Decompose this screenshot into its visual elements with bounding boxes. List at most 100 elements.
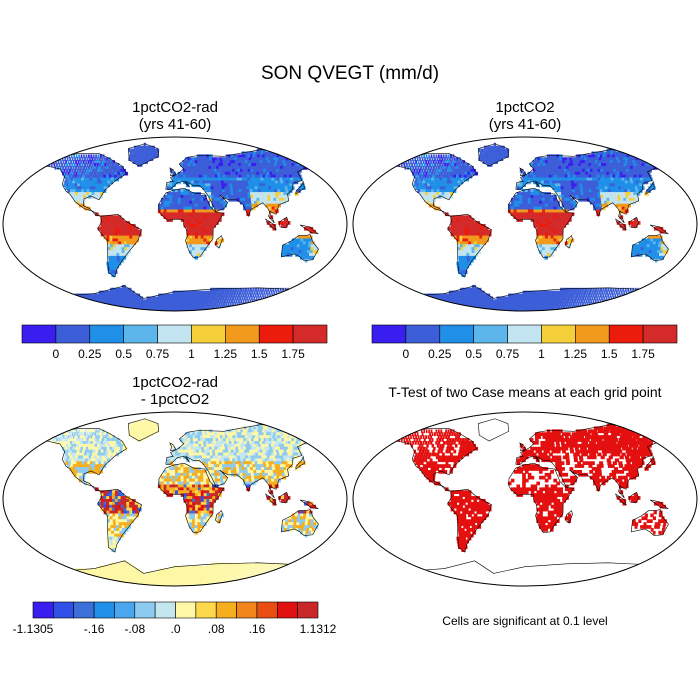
colorbar-2-swatch <box>473 324 508 344</box>
coastline-africa <box>508 187 575 259</box>
colorbar-3-swatch <box>134 601 156 619</box>
panel-4-group <box>352 411 698 587</box>
coastline-namerica <box>34 428 127 492</box>
colorbar-3-tick-label: .08 <box>208 622 225 636</box>
panel-3-group <box>2 411 348 587</box>
colorbar-1-tick-label: 1.5 <box>251 347 268 361</box>
coastline-borneo <box>628 216 640 229</box>
colorbar-2-tick-label: 0.5 <box>465 347 482 361</box>
panel-2-coastlines <box>379 143 689 311</box>
panel-1-title: 1pctCO2-rad (yrs 41-60) <box>75 99 275 133</box>
coastline-antarctica <box>29 285 321 311</box>
coastline-samerica <box>447 489 492 553</box>
coastline-eurasia <box>515 424 677 499</box>
colorbar-1-swatch <box>55 324 91 344</box>
colorbar-1-swatch <box>123 324 158 344</box>
panel-1-map-border <box>2 136 348 312</box>
coastline-antarctica <box>379 285 671 311</box>
panel-3-title: 1pctCO2-rad - 1pctCO2 <box>75 374 275 408</box>
colorbar-1-swatch <box>258 324 294 344</box>
panel-2-group <box>352 136 698 312</box>
coastline-sumatra <box>265 218 277 231</box>
colorbar-1-swatch <box>89 324 124 344</box>
coastline-samerica <box>97 489 142 553</box>
colorbar-2-tick-label: 1.5 <box>601 347 618 361</box>
coastline-greenland <box>478 418 510 442</box>
colorbar-2-swatch <box>608 324 644 344</box>
coastline-eurasia <box>515 149 677 224</box>
panel-1-title-line1: 1pctCO2-rad <box>132 99 218 116</box>
colorbar-3-tick-label: -.16 <box>84 622 105 636</box>
coastline-greenland <box>128 418 160 442</box>
figure-title: SON QVEGT (mm/d) <box>260 63 440 84</box>
colorbar-3-swatch <box>215 601 237 619</box>
coastline-greenland <box>128 143 160 167</box>
coastline-uk <box>169 442 177 452</box>
coastline-africa <box>508 462 575 534</box>
colorbar-1-swatch <box>21 324 57 344</box>
colorbar-3-tick-label: .0 <box>170 622 180 636</box>
colorbar-3-tick-label: .16 <box>249 622 266 636</box>
coastline-madagascar <box>565 510 573 524</box>
panel-4-title: T-Test of two Case means at each grid po… <box>350 384 700 401</box>
colorbar-2-tick-label: 0.75 <box>496 347 520 361</box>
panel-3-grid <box>29 417 338 586</box>
colorbar-1: 0 0.25 0.5 0.75 1 1.25 1.5 1.75 <box>21 324 328 361</box>
panel-3-title-line1: 1pctCO2-rad <box>132 374 218 391</box>
coastline-australia <box>630 509 669 537</box>
colorbar-3-swatch <box>32 601 54 619</box>
colorbar-2-swatch <box>405 324 441 344</box>
coastline-africa <box>158 462 225 534</box>
panel-4-map-border <box>352 411 698 587</box>
panel-4-coastlines <box>379 418 689 586</box>
coastline-samerica <box>97 214 142 278</box>
coastline-antarctica <box>29 560 321 586</box>
coastline-namerica <box>384 153 477 217</box>
colorbar-2-tick-label: 0 <box>403 347 410 361</box>
colorbar-2-swatch <box>439 324 474 344</box>
coastline-japan <box>645 180 655 195</box>
coastline-madagascar <box>215 235 223 249</box>
colorbar-3-tick-label: -1.1305 <box>13 622 54 636</box>
panel-4-grid <box>385 423 688 552</box>
coastline-japan <box>295 180 305 195</box>
coastline-japan <box>645 455 655 470</box>
colorbar-1-tick-label: 0 <box>53 347 60 361</box>
colorbar-2: 0 0.25 0.5 0.75 1 1.25 1.5 1.75 <box>371 324 678 361</box>
panel-3-map-border <box>2 411 348 587</box>
colorbar-3-tick-label: -.08 <box>124 622 145 636</box>
colorbar-3-swatch <box>154 601 176 619</box>
coastline-australia <box>280 234 319 262</box>
coastline-uk <box>169 167 177 177</box>
colorbar-2-swatch <box>371 324 407 344</box>
colorbar-3-swatch <box>256 601 278 619</box>
coastline-namerica <box>384 428 477 492</box>
colorbar-2-swatch <box>642 324 678 344</box>
colorbar-1-tick-label: 0.25 <box>78 347 102 361</box>
coastline-uk <box>519 167 527 177</box>
colorbar-3-swatch <box>236 601 258 619</box>
colorbar-1-tick-label: 1.25 <box>214 347 238 361</box>
coastline-sumatra <box>615 218 627 231</box>
coastline-samerica <box>447 214 492 278</box>
coastline-newguinea <box>650 224 669 235</box>
colorbar-3-swatch <box>53 601 75 619</box>
coastline-madagascar <box>215 510 223 524</box>
coastline-africa <box>158 187 225 259</box>
coastline-japan <box>295 455 305 470</box>
colorbar-2-swatch <box>507 324 542 344</box>
colorbar-3-swatch <box>175 601 197 619</box>
panel-4-title-line1: T-Test of two Case means at each grid po… <box>388 384 662 400</box>
colorbar-1-swatch <box>292 324 328 344</box>
colorbar-1-tick-label: 1.75 <box>281 347 305 361</box>
panel-2-title-line2: (yrs 41-60) <box>488 116 562 133</box>
colorbar-3-swatch <box>93 601 115 619</box>
coastline-australia <box>280 509 319 537</box>
colorbar-3-tick-label: 1.1312 <box>300 622 337 636</box>
coastline-uk <box>519 442 527 452</box>
colorbar-1-swatch <box>225 324 260 344</box>
colorbar-3-swatch <box>195 601 217 619</box>
colorbar-3-swatch <box>276 601 298 619</box>
